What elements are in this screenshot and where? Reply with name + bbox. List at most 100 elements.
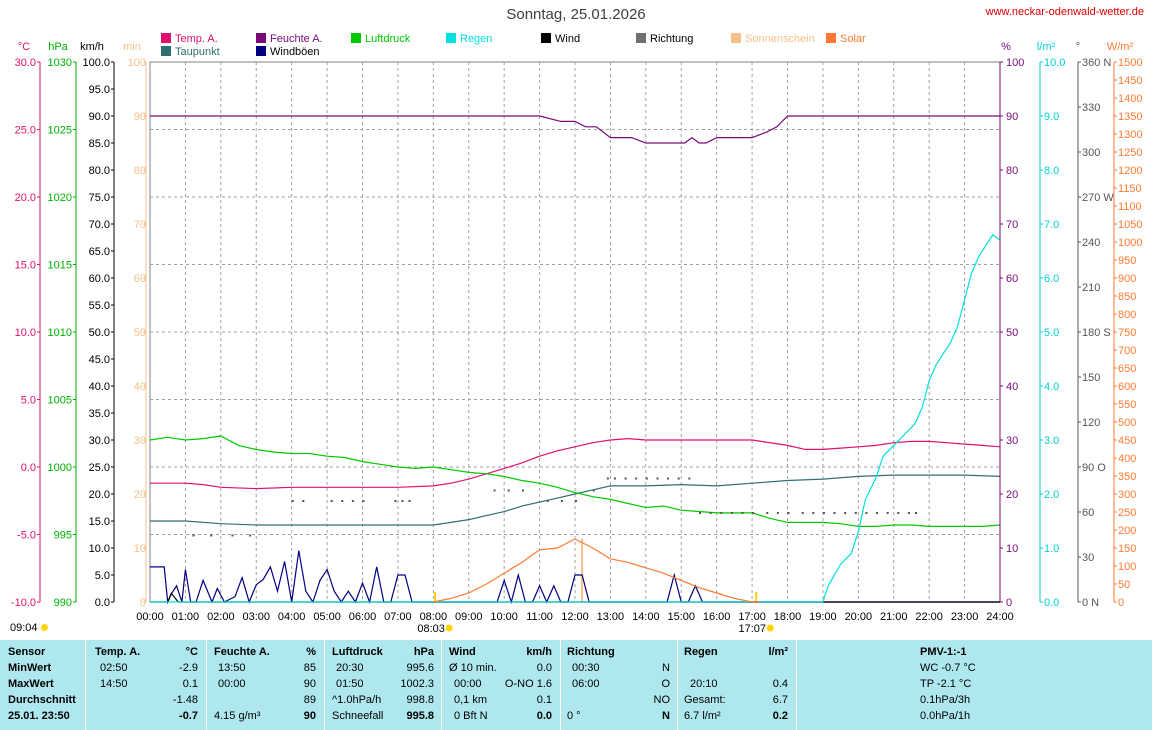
direction-tick-label: 0 N — [1082, 597, 1099, 609]
direction-point — [833, 512, 836, 514]
x-tick-label: 21:00 — [880, 611, 908, 623]
solar-tick-label: 350 — [1118, 471, 1136, 483]
direction-tick-label: 330 — [1082, 102, 1100, 114]
wind-tick-label: 90.0 — [89, 111, 110, 123]
direction-point — [291, 500, 294, 502]
solar-tick-label: 1250 — [1118, 147, 1142, 159]
sunshine-tick-label: 20 — [134, 489, 146, 501]
x-tick-label: 03:00 — [242, 611, 270, 623]
pressure-tick-label: 1015 — [48, 260, 72, 272]
solar-tick-label: 550 — [1118, 399, 1136, 411]
humidity-tick-label: 100 — [1006, 57, 1024, 69]
sunshine-tick-label: 80 — [134, 165, 146, 177]
x-tick-label: 07:00 — [384, 611, 412, 623]
x-tick-label: 01:00 — [172, 611, 200, 623]
temp-unit: °C — [185, 646, 198, 658]
rain-total-value: 6.7 — [772, 694, 788, 706]
direction-point — [302, 500, 305, 502]
direction-point — [624, 477, 627, 480]
legend-swatch — [256, 46, 266, 56]
rain-header: Regen — [684, 646, 718, 658]
solar-tick-label: 1450 — [1118, 75, 1142, 87]
solar-tick-label: 500 — [1118, 417, 1136, 429]
sunshine-tick-label: 60 — [134, 273, 146, 285]
stats-panel: Sensor MinWert MaxWert Durchschnitt 25.0… — [0, 640, 1152, 730]
rain-tick-label: 9.0 — [1044, 111, 1059, 123]
temp-tick-label: 15.0 — [15, 260, 36, 272]
humidity-tick-label: 40 — [1006, 381, 1018, 393]
legend-label: Windböen — [270, 46, 320, 58]
wind-tick-label: 85.0 — [89, 138, 110, 150]
direction-tick-label: 150 — [1082, 372, 1100, 384]
wind-tick-label: 65.0 — [89, 246, 110, 258]
solar-tick-label: 250 — [1118, 507, 1136, 519]
pressure-tick-label: 1025 — [48, 125, 72, 137]
sun-icon — [40, 624, 48, 631]
wind-tick-label: 30.0 — [89, 435, 110, 447]
legend-label: Luftdruck — [365, 33, 411, 45]
rain-max-time: 20:10 — [690, 678, 718, 690]
direction-point — [613, 477, 616, 480]
humidity-tick-label: 90 — [1006, 111, 1018, 123]
sensor-max-label: MaxWert — [8, 678, 54, 690]
direction-point — [854, 512, 857, 514]
sunshine-tick-label: 10 — [134, 543, 146, 555]
dir-min-value: N — [662, 662, 670, 674]
humidity-tick-label: 80 — [1006, 165, 1018, 177]
solar-tick-label: 1050 — [1118, 219, 1142, 231]
wind-axis-title: km/h — [80, 41, 104, 53]
x-tick-label: 02:00 — [207, 611, 235, 623]
legend-swatch — [731, 33, 741, 43]
hum-max-time: 00:00 — [218, 678, 246, 690]
x-tick-label: 00:00 — [136, 611, 164, 623]
direction-point — [546, 500, 549, 502]
direction-tick-label: 180 S — [1082, 327, 1111, 339]
legend-label: Feuchte A. — [270, 33, 323, 45]
solar-tick-label: 1350 — [1118, 111, 1142, 123]
x-tick-label: 09:00 — [455, 611, 483, 623]
x-tick-label: 10:00 — [490, 611, 518, 623]
direction-point — [776, 512, 779, 514]
direction-point — [812, 512, 815, 514]
rain-current-value: 0.2 — [772, 710, 788, 722]
solar-tick-label: 1000 — [1118, 237, 1142, 249]
wind-tick-label: 40.0 — [89, 381, 110, 393]
legend-item: Feuchte A. — [256, 32, 323, 46]
rain-tick-label: 5.0 — [1044, 327, 1059, 339]
humidity-tick-label: 0 — [1006, 597, 1012, 609]
solar-tick-label: 850 — [1118, 291, 1136, 303]
hum-max-value: 90 — [303, 678, 316, 690]
wind-tick-label: 75.0 — [89, 192, 110, 204]
legend-item: Windböen — [256, 45, 320, 59]
pressure-tick-label: 1005 — [48, 395, 72, 407]
legend-label: Solar — [840, 33, 866, 45]
x-tick-label: 05:00 — [313, 611, 341, 623]
temp-avg-value: -1.48 — [172, 694, 198, 706]
direction-point — [645, 477, 648, 480]
direction-point — [897, 512, 900, 514]
direction-point — [507, 489, 510, 492]
sunshine-tick-label: 70 — [134, 219, 146, 231]
dir-max-time: 06:00 — [572, 678, 600, 690]
sensor-current-label: 25.01. 23:50 — [8, 710, 70, 722]
pressure-tick-label: 990 — [54, 597, 72, 609]
direction-tick-label: 360 N — [1082, 57, 1111, 69]
legend-item: Taupunkt — [161, 45, 220, 59]
legend-item: Sonnenschein — [731, 32, 815, 46]
humidity-tick-label: 10 — [1006, 543, 1018, 555]
site-url-link[interactable]: www.neckar-odenwald-wetter.de — [985, 6, 1144, 18]
sensor-header: Sensor — [8, 646, 46, 658]
direction-point — [592, 489, 595, 492]
direction-tick-label: 30 — [1082, 552, 1094, 564]
sunshine-axis-title: min — [123, 41, 141, 53]
x-tick-label: 15:00 — [667, 611, 695, 623]
humidity-tick-label: 50 — [1006, 327, 1018, 339]
direction-point — [341, 500, 344, 502]
solar-tick-label: 900 — [1118, 273, 1136, 285]
sensor-avg-label: Durchschnitt — [8, 694, 76, 706]
direction-point — [741, 512, 744, 514]
rain-unit: l/m² — [768, 646, 788, 658]
direction-point — [688, 477, 691, 480]
hum-unit: % — [306, 646, 316, 658]
x-tick-label: 23:00 — [951, 611, 979, 623]
